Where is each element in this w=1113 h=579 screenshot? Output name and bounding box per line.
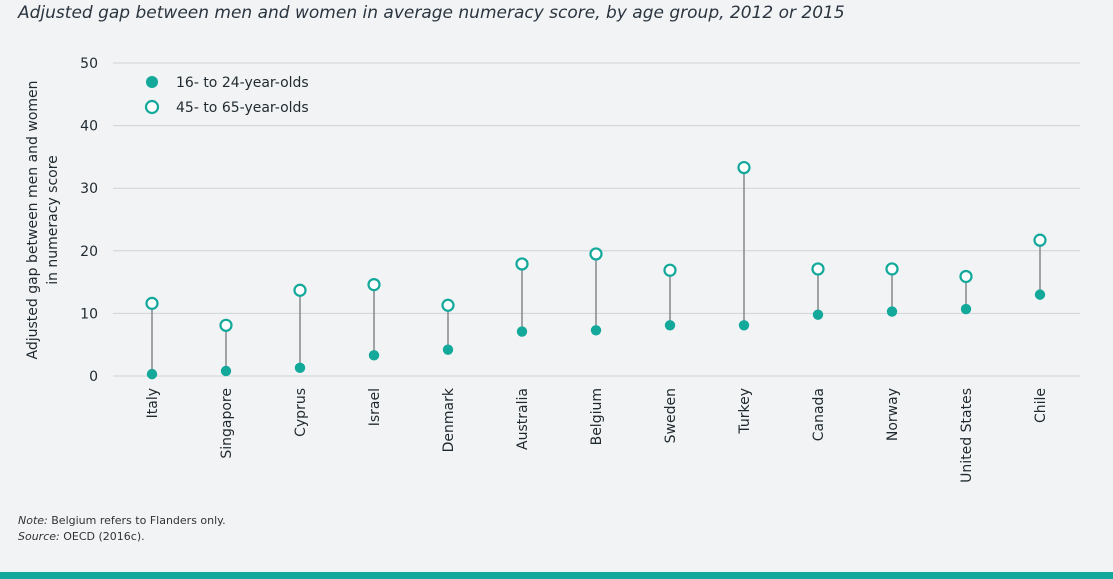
stems <box>151 167 1041 375</box>
source-label: Source: <box>18 530 60 543</box>
x-tick-label: Singapore <box>219 388 235 459</box>
point-younger-cyprus <box>294 362 306 374</box>
point-older-united-states <box>959 269 973 284</box>
y-tick-label: 40 <box>80 119 98 135</box>
point-younger-united-states <box>960 303 972 315</box>
x-tick-label: Israel <box>367 388 383 426</box>
point-younger-singapore <box>220 365 232 377</box>
note-label: Note: <box>18 514 48 527</box>
accent-bar <box>0 572 1113 579</box>
x-tick-label: Italy <box>145 388 161 418</box>
point-older-cyprus <box>293 283 307 297</box>
legend-marker-younger <box>146 76 158 88</box>
legend-label-younger: 16- to 24-year-olds <box>176 75 309 91</box>
x-tick-label: Denmark <box>441 387 457 452</box>
point-younger-turkey <box>738 320 750 331</box>
legend-label-older: 45- to 65-year-olds <box>176 100 309 116</box>
point-younger-australia <box>516 326 528 337</box>
x-tick-label: Sweden <box>663 388 679 443</box>
y-tick-label: 30 <box>80 181 98 197</box>
point-older-sweden <box>663 263 677 277</box>
note-line: Note: Belgium refers to Flanders only. <box>18 513 226 529</box>
x-tick-label: Australia <box>515 388 531 450</box>
point-older-belgium <box>589 247 603 261</box>
x-tick-label: Turkey <box>737 388 753 435</box>
point-younger-canada <box>812 309 824 320</box>
y-axis-ticks: 0 10 20 30 40 50 <box>80 56 98 385</box>
x-tick-label: Cyprus <box>293 388 309 437</box>
legend: 16- to 24-year-olds 45- to 65-year-olds <box>144 75 309 116</box>
x-tick-label: Canada <box>811 388 827 441</box>
note-text: Belgium refers to Flanders only. <box>51 514 226 527</box>
point-younger-norway <box>886 306 898 317</box>
point-younger-chile <box>1034 289 1046 300</box>
x-tick-label: United States <box>959 388 975 483</box>
y-tick-label: 20 <box>80 244 98 260</box>
point-older-israel <box>367 278 381 292</box>
point-younger-italy <box>146 368 158 380</box>
y-tick-label: 10 <box>80 306 98 322</box>
x-tick-label: Chile <box>1033 388 1049 423</box>
x-axis-tick-labels: Italy Singapore Cyprus Israel Denmark Austral… <box>145 387 1049 483</box>
point-older-turkey <box>737 160 751 175</box>
point-older-denmark <box>441 298 455 312</box>
y-tick-label: 50 <box>80 56 98 72</box>
source-text: OECD (2016c). <box>63 530 145 543</box>
y-axis-label-line1: Adjusted gap between men and women <box>25 80 41 359</box>
point-older-italy <box>145 296 159 310</box>
point-younger-denmark <box>442 344 454 355</box>
point-older-norway <box>885 262 899 276</box>
point-younger-israel <box>368 350 380 361</box>
point-older-canada <box>811 262 825 276</box>
data-points <box>145 160 1047 380</box>
footnotes: Note: Belgium refers to Flanders only. S… <box>18 513 226 545</box>
point-older-australia <box>515 257 529 271</box>
source-line: Source: OECD (2016c). <box>18 529 226 545</box>
x-tick-label: Belgium <box>589 388 605 445</box>
y-tick-label: 0 <box>89 369 98 385</box>
point-older-chile <box>1033 233 1047 247</box>
y-axis-label: Adjusted gap between men and women in nu… <box>25 80 61 359</box>
point-older-singapore <box>219 318 233 332</box>
y-axis-label-line2: in numeracy score <box>45 155 61 285</box>
x-tick-label: Norway <box>885 388 901 441</box>
dumbbell-chart: 0 10 20 30 40 50 Italy Singapore Cyprus Israel De… <box>25 56 1080 483</box>
legend-marker-older <box>144 99 160 115</box>
point-younger-sweden <box>664 320 676 331</box>
point-younger-belgium <box>590 325 602 336</box>
chart-title: Adjusted gap between men and women in av… <box>18 3 845 23</box>
